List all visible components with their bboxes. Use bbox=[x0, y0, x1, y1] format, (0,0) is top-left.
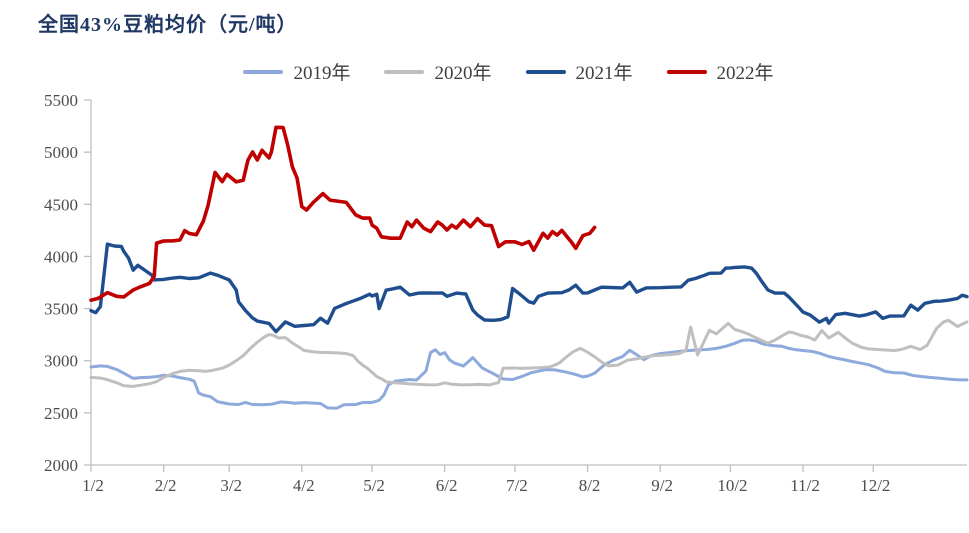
x-axis-tick-label: 7/2 bbox=[506, 476, 528, 495]
x-axis-tick-label: 10/2 bbox=[717, 476, 747, 495]
legend-label: 2020年 bbox=[434, 63, 492, 84]
y-axis-tick-label: 5500 bbox=[44, 91, 78, 110]
x-axis-tick-label: 5/2 bbox=[363, 476, 385, 495]
legend-label: 2021年 bbox=[575, 63, 633, 84]
x-axis-tick-label: 4/2 bbox=[293, 476, 315, 495]
y-axis-tick-label: 2500 bbox=[44, 404, 78, 423]
y-axis-tick-label: 3000 bbox=[44, 352, 78, 371]
x-axis-tick-label: 3/2 bbox=[220, 476, 242, 495]
legend-line-swatch bbox=[525, 69, 566, 74]
x-axis-tick-label: 12/2 bbox=[860, 476, 890, 495]
legend-item-2021: 2021年 bbox=[525, 58, 633, 85]
legend-line-swatch bbox=[384, 69, 425, 74]
chart-legend: 2019年 2020年 2021年 2022年 bbox=[0, 58, 969, 85]
x-axis-tick-label: 6/2 bbox=[436, 476, 458, 495]
legend-item-2022: 2022年 bbox=[666, 58, 774, 85]
legend-item-2019: 2019年 bbox=[243, 58, 350, 85]
x-axis-tick-label: 11/2 bbox=[790, 476, 820, 495]
x-axis-tick-label: 8/2 bbox=[579, 476, 601, 495]
y-axis-tick-label: 3500 bbox=[44, 300, 78, 319]
legend-item-2020: 2020年 bbox=[384, 58, 492, 85]
y-axis-tick-label: 4500 bbox=[44, 195, 78, 214]
x-axis-tick-label: 9/2 bbox=[651, 476, 673, 495]
x-axis-tick-label: 2/2 bbox=[155, 476, 177, 495]
chart-title: 全国43%豆粕均价（元/吨） bbox=[38, 14, 298, 36]
series-line-2020 bbox=[89, 318, 969, 388]
series-line-2021 bbox=[89, 242, 969, 334]
y-axis-tick-label: 5000 bbox=[44, 143, 78, 162]
legend-line-swatch bbox=[243, 69, 284, 74]
y-axis-tick-label: 2000 bbox=[44, 456, 78, 475]
legend-line-swatch bbox=[666, 69, 707, 74]
series-line-2019 bbox=[89, 338, 969, 410]
legend-label: 2019年 bbox=[293, 63, 351, 84]
legend-label: 2022年 bbox=[716, 63, 774, 84]
x-axis-tick-label: 1/2 bbox=[82, 476, 104, 495]
y-axis-tick-label: 4000 bbox=[44, 247, 78, 266]
series-line-2022 bbox=[89, 125, 597, 303]
